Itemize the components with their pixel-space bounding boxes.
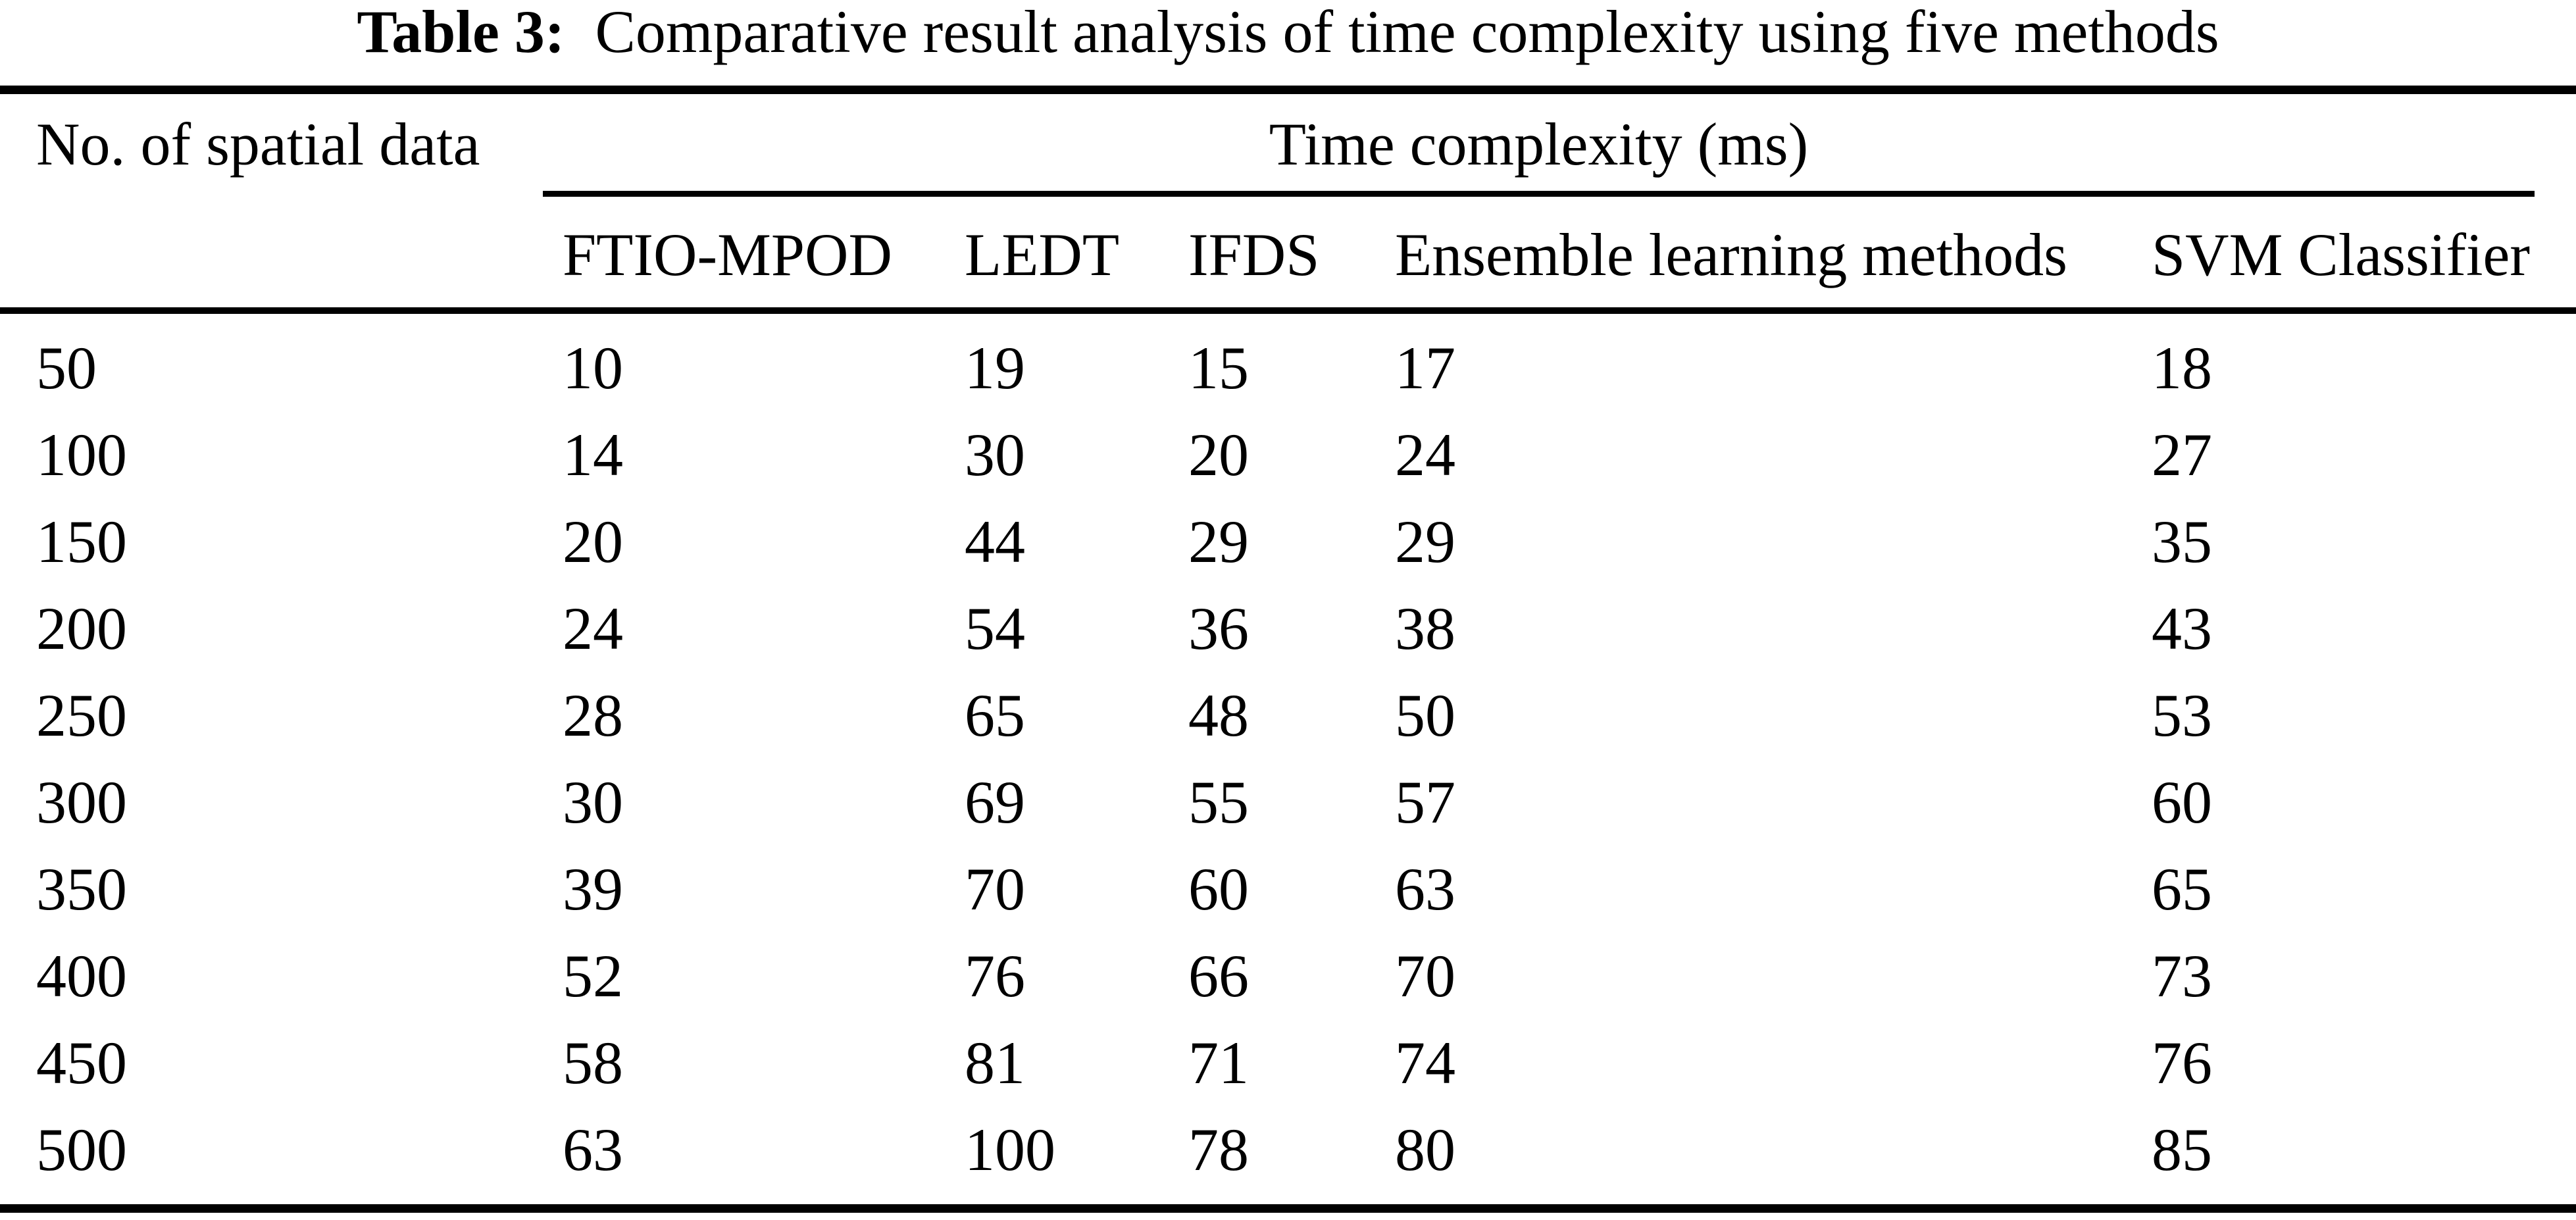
- table-cell: 74: [1395, 1029, 1455, 1096]
- row-label: 450: [36, 1029, 127, 1096]
- table-cell: 70: [965, 855, 1025, 923]
- table-cell: 18: [2152, 334, 2212, 401]
- table-cell: 76: [965, 942, 1025, 1009]
- table-cell: 58: [563, 1029, 623, 1096]
- col-header-ftio-mpod: FTIO-MPOD: [563, 221, 892, 288]
- table-cell: 20: [1188, 421, 1249, 488]
- table-caption: Table 3: Comparative result analysis of t…: [0, 1, 2576, 62]
- table-cell: 63: [563, 1116, 623, 1183]
- col-header-spatial-data: No. of spatial data: [36, 111, 480, 178]
- col-header-svm: SVM Classifier: [2152, 221, 2530, 288]
- col-header-ledt: LEDT: [965, 221, 1120, 288]
- table-cell: 14: [563, 421, 623, 488]
- row-label: 50: [36, 334, 97, 401]
- table-cell: 60: [1188, 855, 1249, 923]
- col-header-ifds: IFDS: [1188, 221, 1320, 288]
- group-header-rule: [543, 191, 2535, 197]
- table-cell: 65: [2152, 855, 2212, 923]
- table-cell: 44: [965, 508, 1025, 575]
- bottom-rule: [0, 1204, 2576, 1213]
- table-cell: 71: [1188, 1029, 1249, 1096]
- top-rule: [0, 86, 2576, 94]
- table-cell: 19: [965, 334, 1025, 401]
- row-label: 250: [36, 682, 127, 749]
- table-cell: 54: [965, 595, 1025, 662]
- header-rule: [0, 307, 2576, 314]
- table-cell: 80: [1395, 1116, 1455, 1183]
- table-cell: 65: [965, 682, 1025, 749]
- row-label: 400: [36, 942, 127, 1009]
- table-cell: 36: [1188, 595, 1249, 662]
- table-cell: 60: [2152, 769, 2212, 836]
- table-cell: 24: [563, 595, 623, 662]
- table-cell: 78: [1188, 1116, 1249, 1183]
- table-cell: 57: [1395, 769, 1455, 836]
- row-label: 150: [36, 508, 127, 575]
- table-cell: 70: [1395, 942, 1455, 1009]
- table-cell: 55: [1188, 769, 1249, 836]
- table-cell: 76: [2152, 1029, 2212, 1096]
- table-cell: 27: [2152, 421, 2212, 488]
- caption-label: Table 3:: [357, 0, 565, 65]
- table-cell: 17: [1395, 334, 1455, 401]
- group-header-time-complexity: Time complexity (ms): [1269, 111, 1809, 178]
- table-cell: 63: [1395, 855, 1455, 923]
- table-cell: 29: [1188, 508, 1249, 575]
- table-cell: 30: [563, 769, 623, 836]
- table-cell: 73: [2152, 942, 2212, 1009]
- col-header-ensemble: Ensemble learning methods: [1395, 221, 2067, 288]
- row-label: 100: [36, 421, 127, 488]
- table-cell: 85: [2152, 1116, 2212, 1183]
- table-cell: 43: [2152, 595, 2212, 662]
- table-cell: 53: [2152, 682, 2212, 749]
- table-cell: 69: [965, 769, 1025, 836]
- table-cell: 29: [1395, 508, 1455, 575]
- row-label: 200: [36, 595, 127, 662]
- table-cell: 38: [1395, 595, 1455, 662]
- table-cell: 35: [2152, 508, 2212, 575]
- row-label: 350: [36, 855, 127, 923]
- table-cell: 66: [1188, 942, 1249, 1009]
- table-cell: 10: [563, 334, 623, 401]
- row-label: 500: [36, 1116, 127, 1183]
- table-cell: 20: [563, 508, 623, 575]
- table-cell: 81: [965, 1029, 1025, 1096]
- table-cell: 100: [965, 1116, 1055, 1183]
- table-cell: 52: [563, 942, 623, 1009]
- table-cell: 15: [1188, 334, 1249, 401]
- table-cell: 24: [1395, 421, 1455, 488]
- table-cell: 30: [965, 421, 1025, 488]
- table-cell: 48: [1188, 682, 1249, 749]
- table-cell: 39: [563, 855, 623, 923]
- table-cell: 28: [563, 682, 623, 749]
- row-label: 300: [36, 769, 127, 836]
- caption-text: Comparative result analysis of time comp…: [595, 0, 2219, 65]
- table-cell: 50: [1395, 682, 1455, 749]
